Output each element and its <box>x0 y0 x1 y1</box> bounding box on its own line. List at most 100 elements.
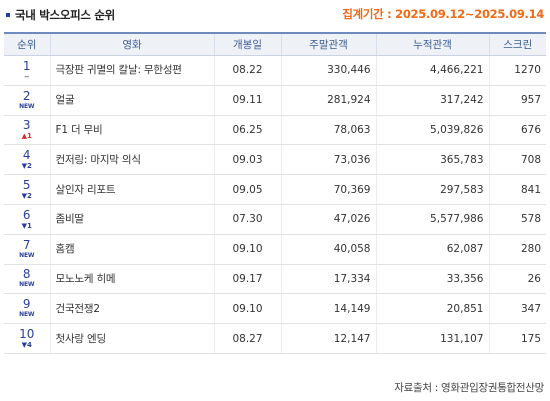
rank-number: 5 <box>22 178 31 193</box>
screen-count: 280 <box>488 234 546 265</box>
total-audience: 20,851 <box>375 293 489 325</box>
section-title: 국내 박스오피스 순위 <box>15 8 115 22</box>
rank-number: 7 <box>22 237 31 252</box>
total-audience: 131,107 <box>375 323 489 354</box>
weekend-audience: 78,063 <box>280 115 376 146</box>
rank-no-change-icon: ━ <box>24 72 29 81</box>
total-audience: 365,783 <box>375 144 489 176</box>
weekend-audience: 40,058 <box>280 234 376 265</box>
weekend-audience: 14,149 <box>280 293 376 325</box>
rank-number: 6 <box>22 207 31 222</box>
column-header-rank: 순위 <box>4 32 50 56</box>
box-office-header: 국내 박스오피스 순위 집계기간 : 2025.09.12~2025.09.14 <box>0 0 550 28</box>
rank-cell: 8 NEW <box>4 264 50 295</box>
weekend-audience: 330,446 <box>280 55 376 86</box>
table-row[interactable]: 8 NEW 모노노케 히메 09.17 17,334 33,356 26 <box>4 264 546 295</box>
rank-change: ▼1 <box>9 222 45 230</box>
screen-count: 957 <box>488 85 546 116</box>
weekend-audience: 281,924 <box>280 85 376 116</box>
movie-title-link[interactable]: 얼굴 <box>49 85 214 116</box>
release-date: 08.27 <box>213 323 281 354</box>
movie-title-link[interactable]: 컨저링: 마지막 의식 <box>49 144 214 176</box>
table-row[interactable]: 9 NEW 건국전쟁2 09.10 14,149 20,851 347 <box>4 293 546 325</box>
release-date: 09.10 <box>213 293 281 325</box>
table-header-row: 순위 영화 개봉일 주말관객 누적관객 스크린 <box>4 32 546 56</box>
rank-number: 8 <box>22 267 31 282</box>
arrow-down-icon: ▼ <box>21 192 27 201</box>
rank-cell: 5 ▼2 <box>4 174 50 205</box>
rank-change-value: 2 <box>27 162 32 171</box>
column-header-total-audience: 누적관객 <box>375 32 489 56</box>
bullet-square-icon <box>6 13 10 17</box>
arrow-down-icon: ▼ <box>21 162 27 171</box>
movie-title-link[interactable]: 극장판 귀멸의 칼날: 무한성편 <box>49 55 214 86</box>
movie-title-link[interactable]: 첫사랑 엔딩 <box>49 323 214 354</box>
arrow-up-icon: ▲ <box>21 132 27 141</box>
rank-cell: 6 ▼1 <box>4 204 50 235</box>
rank-cell: 2 NEW <box>4 85 50 116</box>
rank-change-new-badge: NEW <box>19 251 35 259</box>
screen-count: 175 <box>488 323 546 354</box>
table-row[interactable]: 4 ▼2 컨저링: 마지막 의식 09.03 73,036 365,783 708 <box>4 144 546 176</box>
arrow-down-icon: ▼ <box>21 341 27 350</box>
table-row[interactable]: 7 NEW 홈캠 09.10 40,058 62,087 280 <box>4 234 546 265</box>
release-date: 07.30 <box>213 204 281 235</box>
total-audience: 4,466,221 <box>375 55 489 86</box>
section-title-wrap: 국내 박스오피스 순위 <box>6 7 115 23</box>
total-audience: 33,356 <box>375 264 489 295</box>
screen-count: 676 <box>488 115 546 146</box>
rank-number: 10 <box>19 327 35 342</box>
movie-title-link[interactable]: 살인자 리포트 <box>49 174 214 205</box>
rank-change-new-badge: NEW <box>19 311 35 319</box>
weekend-audience: 12,147 <box>280 323 376 354</box>
table-row[interactable]: 3 ▲1 F1 더 무비 06.25 78,063 5,039,826 676 <box>4 115 546 146</box>
movie-title-link[interactable]: 홈캠 <box>49 234 214 265</box>
rank-change: ▼2 <box>9 162 45 170</box>
total-audience: 5,039,826 <box>375 115 489 146</box>
release-date: 09.11 <box>213 85 281 116</box>
rank-cell: 9 NEW <box>4 293 50 325</box>
data-source-note: 자료출처 : 영화관입장권통합전산망 <box>394 382 544 394</box>
weekend-audience: 17,334 <box>280 264 376 295</box>
total-audience: 5,577,986 <box>375 204 489 235</box>
rank-change-value: 1 <box>27 221 32 230</box>
weekend-audience: 47,026 <box>280 204 376 235</box>
rank-cell: 10 ▼4 <box>4 323 50 354</box>
box-office-table: 순위 영화 개봉일 주말관객 누적관객 스크린 1 ━ 극장판 귀멸의 칼날: 무한… <box>4 32 546 354</box>
release-date: 09.03 <box>213 144 281 176</box>
release-date: 09.17 <box>213 264 281 295</box>
weekend-audience: 70,369 <box>280 174 376 205</box>
column-header-weekend-audience: 주말관객 <box>280 32 376 56</box>
weekend-audience: 73,036 <box>280 144 376 176</box>
table-row[interactable]: 2 NEW 얼굴 09.11 281,924 317,242 957 <box>4 85 546 116</box>
movie-title-link[interactable]: F1 더 무비 <box>49 115 214 146</box>
table-row[interactable]: 5 ▼2 살인자 리포트 09.05 70,369 297,583 841 <box>4 174 546 205</box>
release-date: 08.22 <box>213 55 281 86</box>
rank-change-new-badge: NEW <box>19 102 35 110</box>
rank-change-value: 1 <box>27 132 32 141</box>
movie-title-link[interactable]: 건국전쟁2 <box>49 293 214 325</box>
screen-count: 841 <box>488 174 546 205</box>
column-header-movie: 영화 <box>49 32 214 56</box>
rank-change-new-badge: NEW <box>19 281 35 289</box>
column-header-screens: 스크린 <box>488 32 546 56</box>
rank-number: 1 <box>22 58 31 73</box>
rank-number: 3 <box>22 118 31 133</box>
release-date: 09.05 <box>213 174 281 205</box>
rank-change: ▲1 <box>9 132 45 140</box>
screen-count: 1270 <box>488 55 546 86</box>
rank-cell: 1 ━ <box>4 55 50 86</box>
movie-title-link[interactable]: 모노노케 히메 <box>49 264 214 295</box>
table-row[interactable]: 1 ━ 극장판 귀멸의 칼날: 무한성편 08.22 330,446 4,466,221 1… <box>4 55 546 86</box>
rank-cell: 3 ▲1 <box>4 115 50 146</box>
table-row[interactable]: 10 ▼4 첫사랑 엔딩 08.27 12,147 131,107 175 <box>4 323 546 354</box>
table-row[interactable]: 6 ▼1 좀비딸 07.30 47,026 5,577,986 578 <box>4 204 546 235</box>
rank-cell: 4 ▼2 <box>4 144 50 176</box>
column-header-release-date: 개봉일 <box>213 32 281 56</box>
total-audience: 317,242 <box>375 85 489 116</box>
movie-title-link[interactable]: 좀비딸 <box>49 204 214 235</box>
rank-cell: 7 NEW <box>4 234 50 265</box>
screen-count: 347 <box>488 293 546 325</box>
arrow-down-icon: ▼ <box>21 221 27 230</box>
rank-change: ▼4 <box>9 341 45 349</box>
